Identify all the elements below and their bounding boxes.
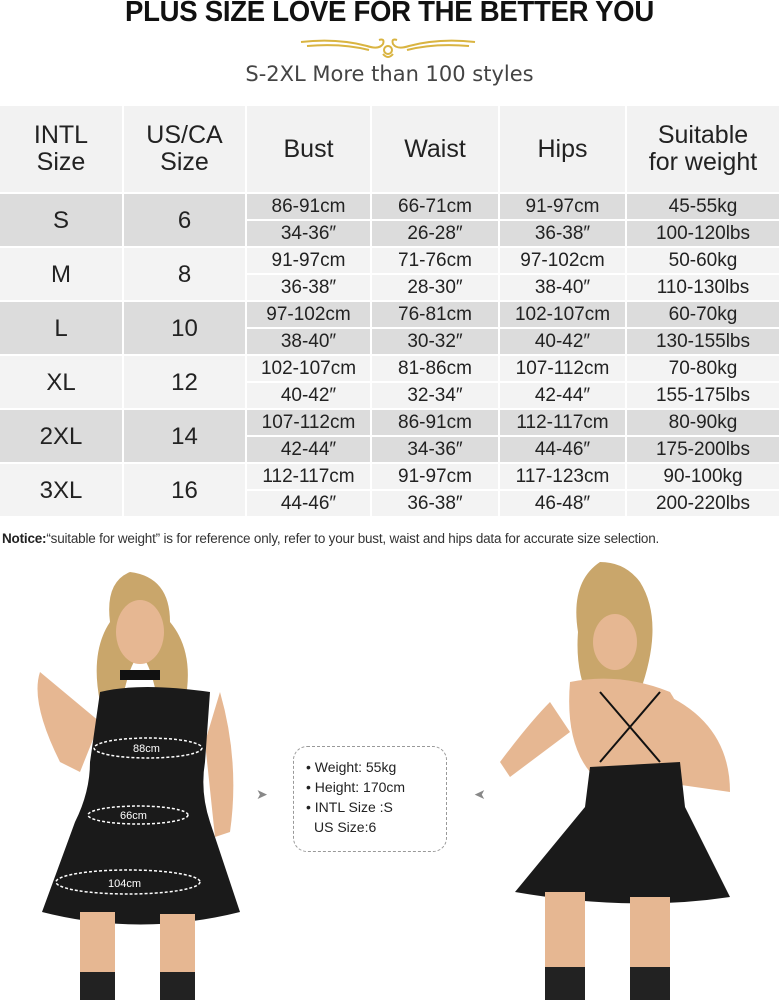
model-front-photo: 88cm 66cm 104cm <box>37 572 240 1000</box>
waist-cell: 91-97cm <box>372 464 498 489</box>
intl-size-cell: XL <box>0 356 122 408</box>
arrow-right-icon: ➤ <box>256 786 268 802</box>
table-row: 38-40″ 30-32″ 40-42″ 130-155lbs <box>0 329 779 354</box>
size-chart-table: INTL Size US/CA Size Bust Waist Hips Suitable fo… <box>0 104 779 518</box>
intl-size-cell: 3XL <box>0 464 122 516</box>
waist-cell: 81-86cm <box>372 356 498 381</box>
hips-cell: 46-48″ <box>500 491 625 516</box>
waist-cell: 66-71cm <box>372 194 498 219</box>
weight-cell: 60-70kg <box>627 302 779 327</box>
column-header: INTL Size <box>0 106 122 192</box>
column-header: Hips <box>500 106 625 192</box>
weight-cell: 100-120lbs <box>627 221 779 246</box>
weight-cell: 175-200lbs <box>627 437 779 462</box>
waist-cell: 34-36″ <box>372 437 498 462</box>
table-row: L 10 97-102cm 76-81cm 102-107cm 60-70kg <box>0 302 779 354</box>
hips-measurement: 104cm <box>108 878 141 890</box>
model-info-box: • Weight: 55kg • Height: 170cm • INTL Si… <box>293 746 447 852</box>
intl-size-cell: L <box>0 302 122 354</box>
bust-cell: 44-46″ <box>247 491 370 516</box>
column-header: Suitable for weight <box>627 106 779 192</box>
waist-cell: 32-34″ <box>372 383 498 408</box>
waist-cell: 76-81cm <box>372 302 498 327</box>
bust-cell: 36-38″ <box>247 275 370 300</box>
table-row: 34-36″ 26-28″ 36-38″ 100-120lbs <box>0 221 779 246</box>
bust-cell: 107-112cm <box>247 410 370 435</box>
bust-cell: 91-97cm <box>247 248 370 273</box>
weight-cell: 130-155lbs <box>627 329 779 354</box>
waist-cell: 36-38″ <box>372 491 498 516</box>
table-row: 42-44″ 34-36″ 44-46″ 175-200lbs <box>0 437 779 462</box>
bust-cell: 102-107cm <box>247 356 370 381</box>
notice-text: Notice:“suitable for weight” is for refe… <box>2 531 660 546</box>
weight-cell: 45-55kg <box>627 194 779 219</box>
waist-cell: 26-28″ <box>372 221 498 246</box>
us-size-cell: 8 <box>124 248 245 300</box>
waist-cell: 86-91cm <box>372 410 498 435</box>
gold-ornament-icon <box>300 38 476 58</box>
table-row: S 6 86-91cm 66-71cm 91-97cm 45-55kg <box>0 194 779 246</box>
hips-cell: 38-40″ <box>500 275 625 300</box>
us-size-cell: 12 <box>124 356 245 408</box>
weight-cell: 90-100kg <box>627 464 779 489</box>
bust-cell: 42-44″ <box>247 437 370 462</box>
bust-cell: 86-91cm <box>247 194 370 219</box>
bust-cell: 97-102cm <box>247 302 370 327</box>
weight-cell: 200-220lbs <box>627 491 779 516</box>
table-row: 3XL 16 112-117cm 91-97cm 117-123cm 90-100kg <box>0 464 779 516</box>
hips-cell: 91-97cm <box>500 194 625 219</box>
intl-size-cell: M <box>0 248 122 300</box>
weight-cell: 110-130lbs <box>627 275 779 300</box>
hips-cell: 44-46″ <box>500 437 625 462</box>
weight-cell: 70-80kg <box>627 356 779 381</box>
bust-cell: 112-117cm <box>247 464 370 489</box>
weight-cell: 50-60kg <box>627 248 779 273</box>
weight-cell: 155-175lbs <box>627 383 779 408</box>
column-header: US/CA Size <box>124 106 245 192</box>
arrow-left-icon: ➤ <box>474 786 486 802</box>
page-title: PLUS SIZE LOVE FOR THE BETTER YOU <box>125 0 654 28</box>
intl-size-cell: 2XL <box>0 410 122 462</box>
weight-cell: 80-90kg <box>627 410 779 435</box>
hips-cell: 40-42″ <box>500 329 625 354</box>
bust-measurement: 88cm <box>133 743 160 755</box>
bust-cell: 38-40″ <box>247 329 370 354</box>
hips-cell: 107-112cm <box>500 356 625 381</box>
column-header: Waist <box>372 106 498 192</box>
model-back-photo <box>500 562 730 1000</box>
us-size-cell: 10 <box>124 302 245 354</box>
intl-size-cell: S <box>0 194 122 246</box>
hips-cell: 112-117cm <box>500 410 625 435</box>
bust-cell: 40-42″ <box>247 383 370 408</box>
hips-cell: 97-102cm <box>500 248 625 273</box>
waist-cell: 30-32″ <box>372 329 498 354</box>
waist-measurement: 66cm <box>120 810 147 822</box>
waist-cell: 28-30″ <box>372 275 498 300</box>
hips-cell: 102-107cm <box>500 302 625 327</box>
table-row: 2XL 14 107-112cm 86-91cm 112-117cm 80-90kg <box>0 410 779 462</box>
hips-cell: 36-38″ <box>500 221 625 246</box>
hips-cell: 42-44″ <box>500 383 625 408</box>
us-size-cell: 6 <box>124 194 245 246</box>
us-size-cell: 16 <box>124 464 245 516</box>
us-size-cell: 14 <box>124 410 245 462</box>
hips-cell: 117-123cm <box>500 464 625 489</box>
bust-cell: 34-36″ <box>247 221 370 246</box>
table-row: 40-42″ 32-34″ 42-44″ 155-175lbs <box>0 383 779 408</box>
table-row: 36-38″ 28-30″ 38-40″ 110-130lbs <box>0 275 779 300</box>
column-header: Bust <box>247 106 370 192</box>
waist-cell: 71-76cm <box>372 248 498 273</box>
subtitle: S-2XL More than 100 styles <box>245 62 534 86</box>
table-row: M 8 91-97cm 71-76cm 97-102cm 50-60kg <box>0 248 779 300</box>
table-row: XL 12 102-107cm 81-86cm 107-112cm 70-80kg <box>0 356 779 408</box>
table-row: 44-46″ 36-38″ 46-48″ 200-220lbs <box>0 491 779 516</box>
